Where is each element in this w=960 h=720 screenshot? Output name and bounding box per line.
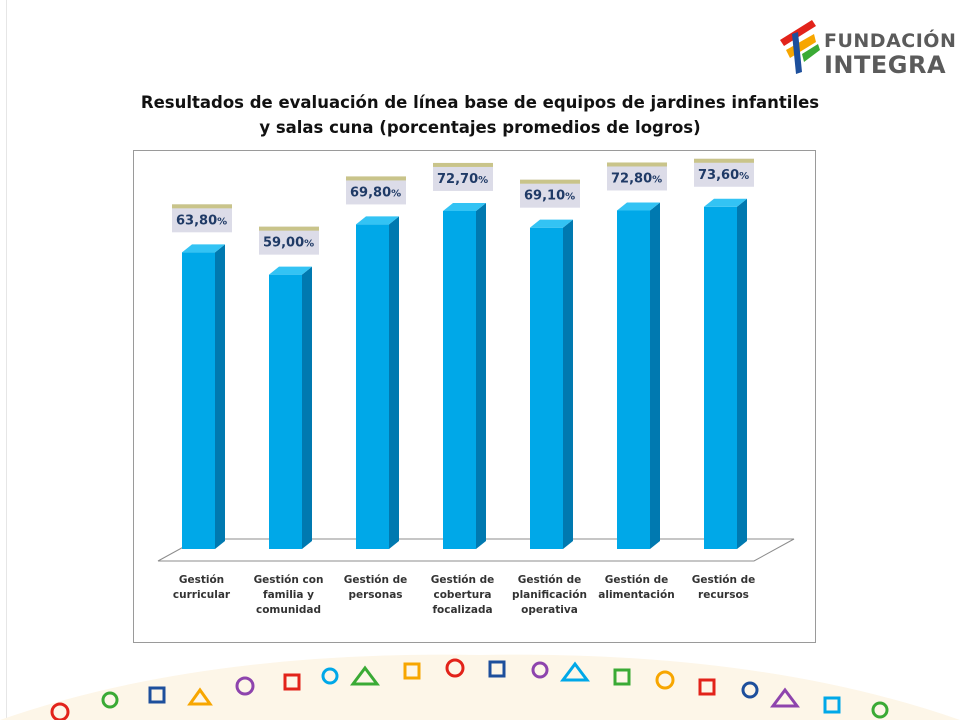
value-label-bg-3 — [433, 162, 493, 191]
bar-top-1 — [269, 266, 312, 275]
bar-4 — [530, 227, 563, 549]
left-border-line — [6, 0, 7, 720]
value-label-1: 59,00% — [263, 236, 314, 251]
bar-side-4 — [563, 219, 573, 549]
bar-top-4 — [530, 219, 573, 228]
value-label-4: 69,10% — [524, 189, 575, 204]
x-tick-label-0-1: curricular — [173, 589, 231, 601]
bar-side-1 — [302, 266, 312, 549]
value-label-bg-4 — [520, 179, 580, 208]
bar-6 — [704, 206, 737, 549]
x-tick-label-6-1: recursos — [698, 589, 749, 601]
x-tick-label-2-0: Gestión de — [344, 574, 408, 586]
value-label-bg-2 — [346, 176, 406, 205]
bar-0 — [182, 252, 215, 549]
value-label-3: 72,70% — [437, 172, 488, 187]
x-tick-label-3-0: Gestión de — [431, 574, 495, 586]
x-tick-label-1-0: Gestión con — [254, 574, 324, 586]
x-tick-label-3-2: focalizada — [432, 604, 492, 616]
x-tick-label-0-0: Gestión — [179, 574, 224, 586]
bar-chart: 63,80% Gestión curricular 59,00% Gestión con… — [157, 158, 795, 616]
chart-title-line-2: y salas cuna (porcentajes promedios de l… — [259, 118, 701, 137]
value-label-stripe-3 — [433, 162, 493, 167]
value-label-0: 63,80% — [176, 213, 227, 228]
value-label-bg-5 — [607, 162, 667, 191]
x-tick-label-2-1: personas — [348, 589, 402, 601]
bar-1 — [269, 274, 302, 549]
value-label-stripe-5 — [607, 162, 667, 167]
value-label-stripe-2 — [346, 176, 406, 181]
bar-side-2 — [389, 216, 399, 549]
bar-3 — [443, 210, 476, 549]
logo-text-integra: INTEGRA — [824, 51, 947, 79]
value-label-5: 72,80% — [611, 171, 662, 186]
x-tick-label-4-2: operativa — [521, 604, 578, 616]
value-label-stripe-1 — [259, 226, 319, 231]
bar-top-2 — [356, 216, 399, 225]
logo-text-fundacion: FUNDACIÓN — [824, 30, 957, 52]
x-tick-label-3-1: cobertura — [433, 589, 491, 601]
bar-side-6 — [737, 198, 747, 549]
bar-5 — [617, 210, 650, 550]
bar-top-0 — [182, 244, 225, 253]
value-label-bg-6 — [694, 158, 754, 187]
logo-mark-icon — [780, 20, 820, 74]
chart-frame: 63,80% Gestión curricular 59,00% Gestión con… — [133, 150, 816, 643]
value-label-bg-0 — [172, 204, 232, 233]
chart-title-line-1: Resultados de evaluación de línea base d… — [140, 93, 820, 112]
value-label-2: 69,80% — [350, 185, 401, 200]
decorative-doodle-band — [0, 654, 960, 720]
fundacion-integra-logo: FUNDACIÓN INTEGRA — [776, 14, 956, 79]
x-tick-label-1-2: comunidad — [256, 604, 321, 616]
bar-top-6 — [704, 198, 747, 207]
chart-title: Resultados de evaluación de línea base d… — [130, 90, 830, 140]
x-tick-label-1-1: familia y — [263, 589, 314, 601]
value-label-6: 73,60% — [698, 168, 749, 183]
bar-2 — [356, 224, 389, 549]
value-label-stripe-4 — [520, 179, 580, 184]
x-tick-label-5-1: alimentación — [598, 589, 674, 601]
x-tick-label-4-0: Gestión de — [518, 574, 582, 586]
bar-side-5 — [650, 202, 660, 550]
value-label-stripe-6 — [694, 158, 754, 163]
bar-side-0 — [215, 244, 225, 549]
bar-side-3 — [476, 202, 486, 549]
x-tick-label-5-0: Gestión de — [605, 574, 669, 586]
value-label-stripe-0 — [172, 204, 232, 209]
bar-top-5 — [617, 202, 660, 211]
value-label-bg-1 — [259, 226, 319, 255]
x-tick-label-6-0: Gestión de — [692, 574, 756, 586]
bar-top-3 — [443, 202, 486, 211]
x-tick-label-4-1: planificación — [512, 589, 587, 601]
